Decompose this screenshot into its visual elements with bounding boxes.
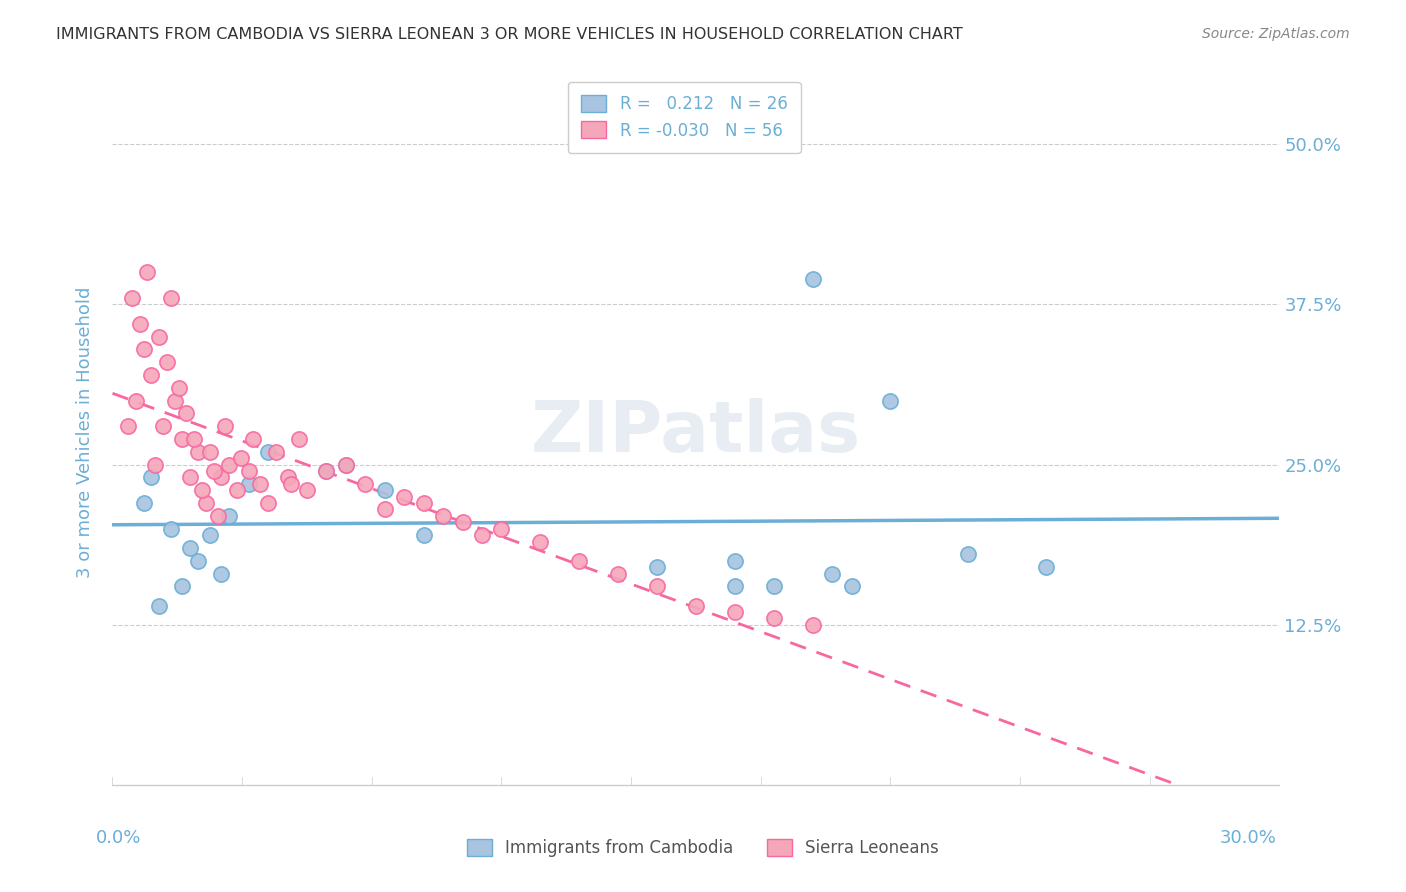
Point [354, 476, 377, 491]
Point [821, 566, 844, 581]
Point [762, 611, 785, 625]
Point [229, 451, 252, 466]
Point [491, 522, 513, 536]
Point [141, 470, 163, 484]
Point [315, 464, 337, 478]
Point [141, 368, 163, 382]
Point [226, 483, 249, 498]
Point [394, 490, 416, 504]
Point [335, 458, 357, 472]
Point [257, 496, 280, 510]
Point [645, 579, 668, 593]
Point [841, 579, 863, 593]
Point [160, 522, 183, 536]
Point [179, 541, 201, 555]
Point [218, 508, 240, 523]
Legend: R =   0.212   N = 26, R = -0.030   N = 56: R = 0.212 N = 26, R = -0.030 N = 56 [568, 81, 801, 153]
Point [295, 483, 318, 498]
Point [198, 528, 221, 542]
Point [209, 470, 232, 484]
Point [121, 291, 143, 305]
Text: 0.0%: 0.0% [96, 829, 141, 847]
Point [183, 432, 205, 446]
Point [167, 381, 190, 395]
Point [172, 579, 194, 593]
Point [724, 605, 747, 619]
Point [207, 508, 229, 523]
Point [335, 458, 357, 472]
Point [315, 464, 337, 478]
Point [156, 355, 179, 369]
Point [264, 445, 287, 459]
Point [128, 317, 150, 331]
Point [143, 458, 166, 472]
Point [214, 419, 236, 434]
Point [374, 502, 396, 516]
Point [288, 432, 311, 446]
Legend: Immigrants from Cambodia, Sierra Leoneans: Immigrants from Cambodia, Sierra Leonean… [458, 831, 948, 866]
Point [172, 432, 194, 446]
Point [202, 464, 225, 478]
Point [218, 458, 240, 472]
Point [276, 470, 298, 484]
Point [432, 508, 454, 523]
Point [187, 445, 209, 459]
Point [1035, 560, 1057, 574]
Text: Source: ZipAtlas.com: Source: ZipAtlas.com [1202, 27, 1350, 41]
Text: IMMIGRANTS FROM CAMBODIA VS SIERRA LEONEAN 3 OR MORE VEHICLES IN HOUSEHOLD CORRE: IMMIGRANTS FROM CAMBODIA VS SIERRA LEONE… [56, 27, 963, 42]
Y-axis label: 3 or more Vehicles in Household: 3 or more Vehicles in Household [76, 287, 94, 578]
Point [160, 291, 183, 305]
Point [152, 419, 174, 434]
Point [451, 516, 474, 530]
Point [163, 393, 186, 408]
Point [801, 272, 824, 286]
Point [132, 343, 155, 357]
Point [374, 483, 396, 498]
Point [238, 476, 260, 491]
Point [724, 579, 747, 593]
Point [117, 419, 139, 434]
Point [762, 579, 785, 593]
Point [125, 393, 148, 408]
Point [179, 470, 201, 484]
Point [412, 496, 434, 510]
Point [685, 599, 707, 613]
Point [607, 566, 630, 581]
Point [194, 496, 217, 510]
Point [198, 445, 221, 459]
Point [238, 464, 260, 478]
Text: 30.0%: 30.0% [1220, 829, 1277, 847]
Point [412, 528, 434, 542]
Point [249, 476, 271, 491]
Point [187, 554, 209, 568]
Text: ZIPatlas: ZIPatlas [531, 398, 860, 467]
Point [801, 617, 824, 632]
Point [148, 329, 170, 343]
Point [136, 265, 159, 279]
Point [568, 554, 591, 568]
Point [280, 476, 302, 491]
Point [645, 560, 668, 574]
Point [957, 547, 980, 561]
Point [191, 483, 214, 498]
Point [879, 393, 901, 408]
Point [529, 534, 551, 549]
Point [724, 554, 747, 568]
Point [176, 406, 198, 420]
Point [132, 496, 155, 510]
Point [209, 566, 232, 581]
Point [257, 445, 280, 459]
Point [471, 528, 494, 542]
Point [148, 599, 170, 613]
Point [242, 432, 264, 446]
